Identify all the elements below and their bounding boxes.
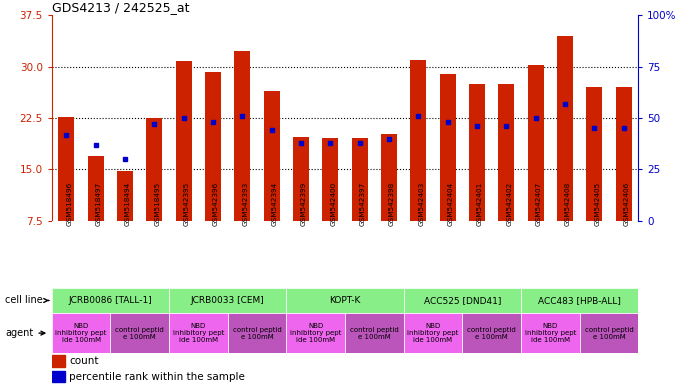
- Text: NBD
inhibitory pept
ide 100mM: NBD inhibitory pept ide 100mM: [407, 323, 459, 343]
- Bar: [176, 61, 192, 221]
- Bar: [352, 138, 368, 221]
- Bar: [498, 84, 514, 221]
- Text: GSM542394: GSM542394: [272, 182, 277, 226]
- Text: count: count: [69, 356, 99, 366]
- Text: ACC525 [DND41]: ACC525 [DND41]: [424, 296, 501, 305]
- Text: GSM542400: GSM542400: [331, 182, 336, 226]
- Bar: [469, 84, 485, 221]
- Text: control peptid
e 100mM: control peptid e 100mM: [115, 327, 164, 339]
- Bar: [557, 36, 573, 221]
- Bar: [264, 91, 279, 221]
- Bar: [146, 118, 162, 221]
- Bar: [52, 371, 65, 382]
- Text: GSM542399: GSM542399: [301, 182, 307, 226]
- Text: GSM542395: GSM542395: [184, 182, 190, 226]
- Bar: [322, 138, 338, 221]
- Bar: [205, 72, 221, 221]
- Text: GSM518494: GSM518494: [125, 182, 131, 226]
- Text: control peptid
e 100mM: control peptid e 100mM: [350, 327, 399, 339]
- Bar: [528, 65, 544, 221]
- Text: GSM518495: GSM518495: [155, 182, 160, 226]
- Text: GSM542408: GSM542408: [565, 182, 571, 226]
- Text: JCRB0033 [CEM]: JCRB0033 [CEM]: [191, 296, 264, 305]
- Text: GSM542393: GSM542393: [242, 182, 248, 226]
- Text: JCRB0086 [TALL-1]: JCRB0086 [TALL-1]: [68, 296, 152, 305]
- Text: NBD
inhibitory pept
ide 100mM: NBD inhibitory pept ide 100mM: [172, 323, 224, 343]
- Text: KOPT-K: KOPT-K: [329, 296, 361, 305]
- Text: percentile rank within the sample: percentile rank within the sample: [69, 372, 245, 382]
- Text: control peptid
e 100mM: control peptid e 100mM: [233, 327, 282, 339]
- Text: agent: agent: [6, 328, 45, 338]
- Bar: [440, 74, 455, 221]
- Text: GSM542396: GSM542396: [213, 182, 219, 226]
- Text: control peptid
e 100mM: control peptid e 100mM: [584, 327, 633, 339]
- Bar: [235, 51, 250, 221]
- Text: NBD
inhibitory pept
ide 100mM: NBD inhibitory pept ide 100mM: [55, 323, 107, 343]
- Text: GSM542397: GSM542397: [359, 182, 366, 226]
- Text: cell line: cell line: [6, 295, 48, 306]
- Bar: [52, 356, 65, 367]
- Bar: [117, 171, 133, 221]
- Bar: [293, 137, 309, 221]
- Text: NBD
inhibitory pept
ide 100mM: NBD inhibitory pept ide 100mM: [524, 323, 576, 343]
- Bar: [586, 87, 602, 221]
- Text: GSM542407: GSM542407: [535, 182, 542, 226]
- Text: control peptid
e 100mM: control peptid e 100mM: [467, 327, 516, 339]
- Text: GSM542404: GSM542404: [448, 182, 453, 226]
- Bar: [411, 60, 426, 221]
- Text: GSM542401: GSM542401: [477, 182, 483, 226]
- Text: GSM542398: GSM542398: [389, 182, 395, 226]
- Bar: [88, 156, 103, 221]
- Text: GSM542405: GSM542405: [594, 182, 600, 226]
- Text: ACC483 [HPB-ALL]: ACC483 [HPB-ALL]: [538, 296, 621, 305]
- Text: GSM542402: GSM542402: [506, 182, 512, 226]
- Text: GSM518497: GSM518497: [96, 182, 101, 226]
- Bar: [615, 87, 631, 221]
- Text: GSM542406: GSM542406: [624, 182, 629, 226]
- Bar: [381, 134, 397, 221]
- Text: GSM542403: GSM542403: [418, 182, 424, 226]
- Text: NBD
inhibitory pept
ide 100mM: NBD inhibitory pept ide 100mM: [290, 323, 342, 343]
- Bar: [59, 117, 75, 221]
- Text: GDS4213 / 242525_at: GDS4213 / 242525_at: [52, 1, 189, 14]
- Text: GSM518496: GSM518496: [66, 182, 72, 226]
